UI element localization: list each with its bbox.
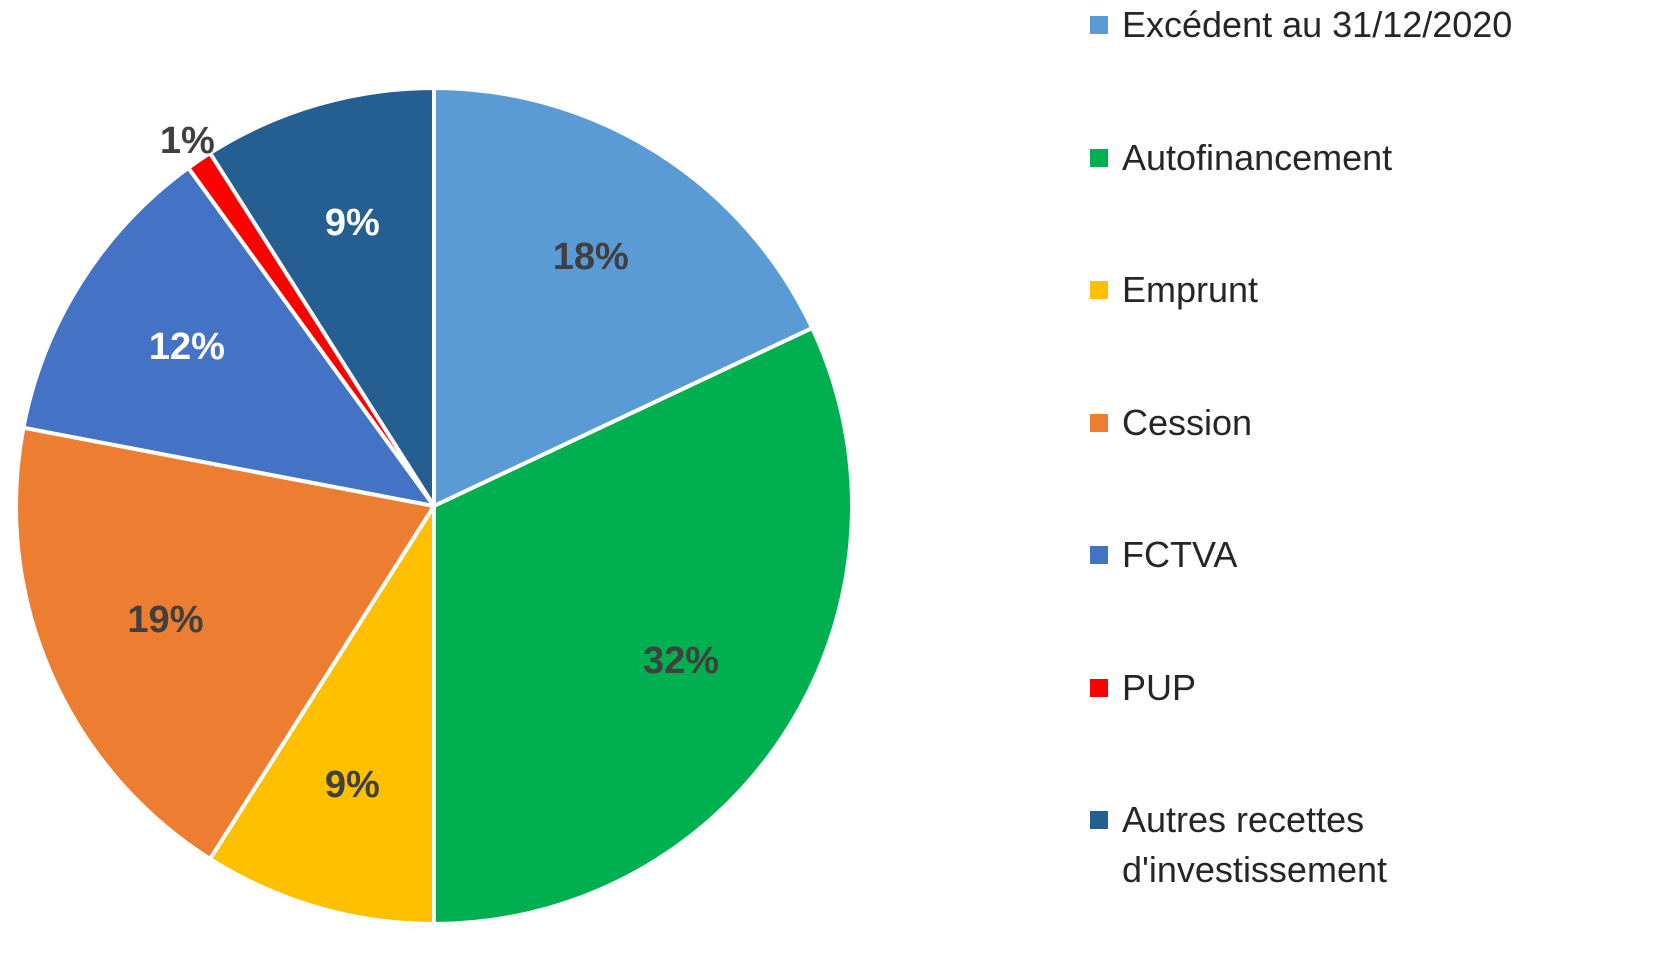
legend-label: Cession bbox=[1122, 401, 1253, 443]
legend-label: Autofinancement bbox=[1122, 136, 1393, 178]
legend-swatch bbox=[1090, 413, 1108, 432]
data-label: 1% bbox=[160, 120, 215, 162]
legend-label: FCTVA bbox=[1122, 534, 1238, 575]
data-label: 9% bbox=[325, 202, 380, 244]
pie-slice bbox=[432, 86, 815, 508]
pie-chart: 18% 32% 9% 19% 12% 1% 9% bbox=[14, 86, 854, 926]
pie-slice bbox=[14, 425, 436, 861]
legend-item: Cession bbox=[1090, 398, 1570, 448]
legend-item: Emprunt bbox=[1090, 265, 1570, 315]
data-label: 18% bbox=[553, 236, 629, 278]
legend-item: Autres recettes d'investissement bbox=[1090, 795, 1570, 895]
data-label: 9% bbox=[325, 764, 380, 806]
legend-item: PUP bbox=[1090, 663, 1570, 713]
pie-slice bbox=[208, 86, 436, 508]
legend-item: FCTVA bbox=[1090, 530, 1570, 580]
data-label: 19% bbox=[127, 599, 203, 641]
legend-label: Excédent au 31/12/2020 bbox=[1122, 4, 1513, 45]
legend-label: Autres recettes d'investissement bbox=[1122, 799, 1387, 890]
data-label: 32% bbox=[643, 640, 719, 682]
legend-swatch bbox=[1090, 281, 1108, 299]
data-label: 12% bbox=[149, 326, 225, 368]
legend-swatch bbox=[1090, 148, 1108, 167]
pie-slice bbox=[432, 326, 854, 926]
legend-swatch bbox=[1090, 546, 1108, 564]
legend-swatch bbox=[1090, 16, 1108, 34]
legend-item: Autofinancement bbox=[1090, 133, 1570, 183]
legend-swatch bbox=[1090, 678, 1108, 697]
legend-item: Excédent au 31/12/2020 bbox=[1090, 0, 1570, 50]
legend-swatch bbox=[1090, 811, 1108, 829]
legend-label: Emprunt bbox=[1122, 269, 1259, 310]
pie-slice bbox=[208, 504, 436, 926]
pie-slice bbox=[21, 165, 436, 508]
legend-label: PUP bbox=[1122, 666, 1197, 708]
